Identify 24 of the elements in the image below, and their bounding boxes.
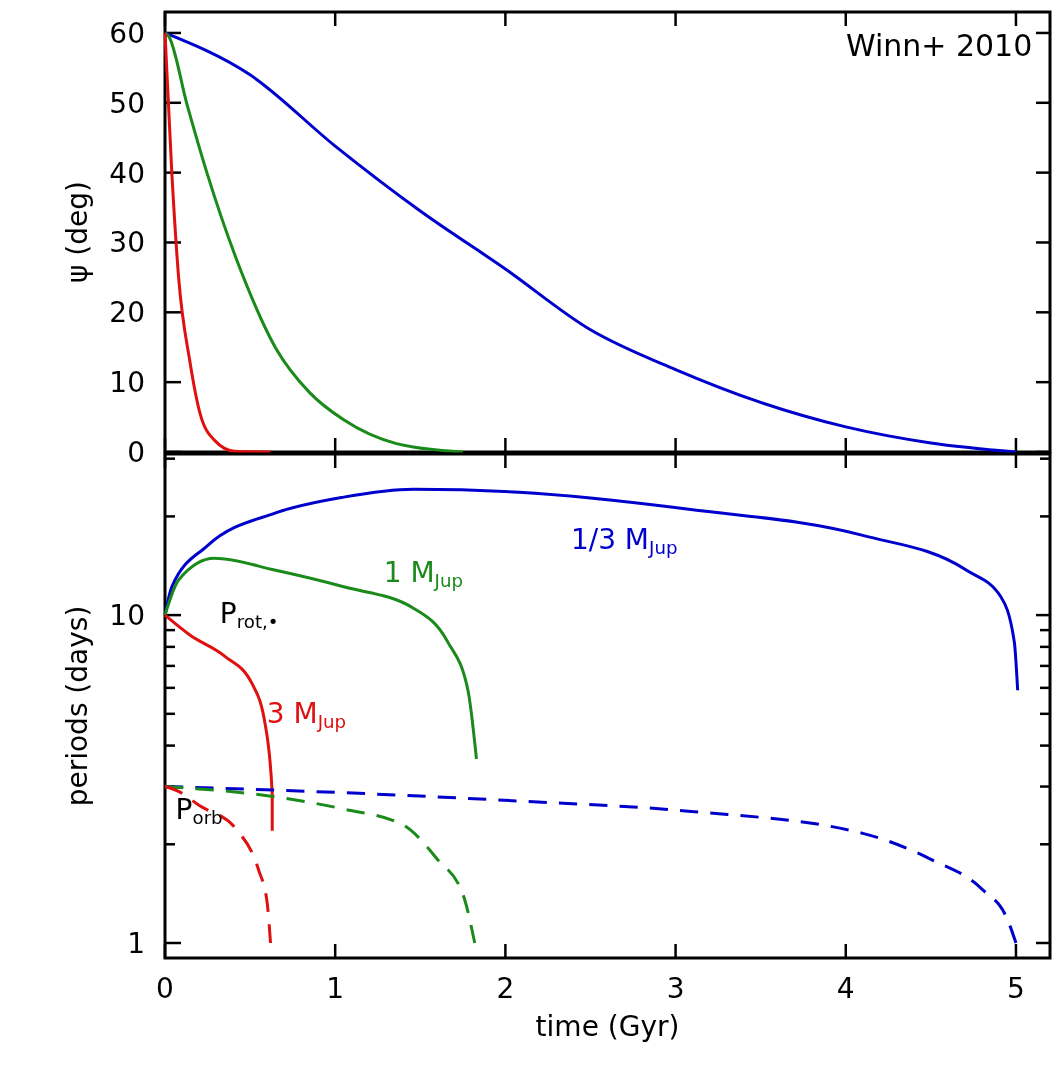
- y-axis-title: ψ (deg): [61, 181, 94, 283]
- y-tick-label: 60: [109, 16, 145, 50]
- series-label: 3 M$_{Jup}$: [266, 697, 347, 733]
- y-axis-title: periods (days): [61, 605, 94, 807]
- x-tick-label: 3: [666, 972, 685, 1005]
- annotation: P$_{orb}$: [175, 793, 223, 829]
- y-tick-label: 30: [109, 226, 145, 260]
- x-tick-label: 0: [156, 972, 174, 1005]
- y-tick-label: 0: [127, 436, 145, 469]
- series-label: 1/3 M$_{Jup}$: [570, 523, 678, 559]
- y-tick-label: 50: [109, 86, 145, 120]
- y-tick-label: 1: [127, 927, 145, 960]
- y-tick-label: 10: [109, 366, 145, 400]
- x-axis-title: time (Gyr): [535, 1010, 680, 1043]
- annotation: P$_{rot,•}$: [219, 596, 279, 633]
- y-tick-label: 40: [109, 156, 145, 190]
- annotation: Winn+ 2010: [845, 28, 1033, 63]
- x-tick-label: 5: [1007, 972, 1025, 1005]
- x-tick-label: 4: [836, 972, 855, 1005]
- y-tick-label: 20: [109, 296, 145, 330]
- x-tick-label: 2: [496, 972, 515, 1005]
- series-label: 1 M$_{Jup}$: [383, 555, 464, 592]
- y-tick-label: 10: [109, 599, 145, 633]
- x-tick-label: 1: [326, 972, 345, 1005]
